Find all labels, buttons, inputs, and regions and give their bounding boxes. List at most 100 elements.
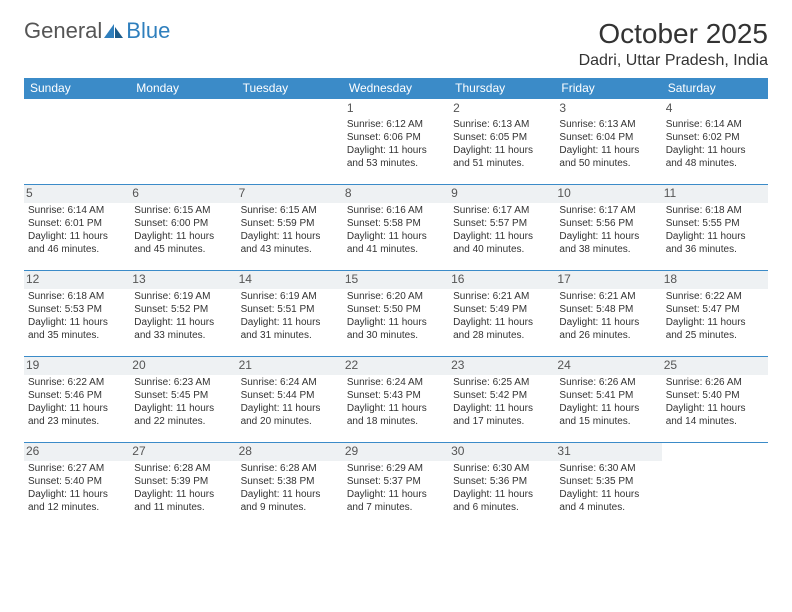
day-number: 31 bbox=[555, 443, 661, 461]
day-number: 27 bbox=[130, 443, 236, 461]
daylight-line: Daylight: 11 hours and 28 minutes. bbox=[453, 316, 551, 342]
sunset-line: Sunset: 5:48 PM bbox=[559, 303, 657, 316]
daylight-line: Daylight: 11 hours and 48 minutes. bbox=[666, 144, 764, 170]
sunrise-line: Sunrise: 6:19 AM bbox=[134, 290, 232, 303]
daylight-line: Daylight: 11 hours and 41 minutes. bbox=[347, 230, 445, 256]
day-number: 17 bbox=[555, 271, 661, 289]
sunrise-line: Sunrise: 6:14 AM bbox=[666, 118, 764, 131]
calendar-day-cell: 2Sunrise: 6:13 AMSunset: 6:05 PMDaylight… bbox=[449, 99, 555, 185]
sunset-line: Sunset: 6:06 PM bbox=[347, 131, 445, 144]
calendar-day-cell: 24Sunrise: 6:26 AMSunset: 5:41 PMDayligh… bbox=[555, 357, 661, 443]
daylight-line: Daylight: 11 hours and 22 minutes. bbox=[134, 402, 232, 428]
weekday-header: Friday bbox=[555, 78, 661, 99]
daylight-line: Daylight: 11 hours and 17 minutes. bbox=[453, 402, 551, 428]
calendar-week-row: 19Sunrise: 6:22 AMSunset: 5:46 PMDayligh… bbox=[24, 357, 768, 443]
daylight-line: Daylight: 11 hours and 30 minutes. bbox=[347, 316, 445, 342]
daylight-line: Daylight: 11 hours and 43 minutes. bbox=[241, 230, 339, 256]
sunset-line: Sunset: 5:41 PM bbox=[559, 389, 657, 402]
calendar-day-cell: 13Sunrise: 6:19 AMSunset: 5:52 PMDayligh… bbox=[130, 271, 236, 357]
calendar-day-cell: 1Sunrise: 6:12 AMSunset: 6:06 PMDaylight… bbox=[343, 99, 449, 185]
calendar-day-cell: 14Sunrise: 6:19 AMSunset: 5:51 PMDayligh… bbox=[237, 271, 343, 357]
title-block: October 2025 Dadri, Uttar Pradesh, India bbox=[579, 18, 768, 70]
day-number: 23 bbox=[449, 357, 555, 375]
logo-text-blue: Blue bbox=[126, 18, 170, 44]
sunset-line: Sunset: 6:01 PM bbox=[28, 217, 126, 230]
calendar-day-cell: 4Sunrise: 6:14 AMSunset: 6:02 PMDaylight… bbox=[662, 99, 768, 185]
calendar-day-cell: 23Sunrise: 6:25 AMSunset: 5:42 PMDayligh… bbox=[449, 357, 555, 443]
day-number: 1 bbox=[347, 101, 445, 117]
sunrise-line: Sunrise: 6:15 AM bbox=[241, 204, 339, 217]
calendar-day-cell: 12Sunrise: 6:18 AMSunset: 5:53 PMDayligh… bbox=[24, 271, 130, 357]
calendar-day-cell: 29Sunrise: 6:29 AMSunset: 5:37 PMDayligh… bbox=[343, 443, 449, 529]
calendar-day-cell: 8Sunrise: 6:16 AMSunset: 5:58 PMDaylight… bbox=[343, 185, 449, 271]
calendar-day-cell: 9Sunrise: 6:17 AMSunset: 5:57 PMDaylight… bbox=[449, 185, 555, 271]
sunset-line: Sunset: 5:59 PM bbox=[241, 217, 339, 230]
sunset-line: Sunset: 6:00 PM bbox=[134, 217, 232, 230]
daylight-line: Daylight: 11 hours and 6 minutes. bbox=[453, 488, 551, 514]
calendar-week-row: 12Sunrise: 6:18 AMSunset: 5:53 PMDayligh… bbox=[24, 271, 768, 357]
sunrise-line: Sunrise: 6:15 AM bbox=[134, 204, 232, 217]
logo: General Blue bbox=[24, 18, 170, 44]
calendar-day-cell: 26Sunrise: 6:27 AMSunset: 5:40 PMDayligh… bbox=[24, 443, 130, 529]
calendar-day-cell: 25Sunrise: 6:26 AMSunset: 5:40 PMDayligh… bbox=[662, 357, 768, 443]
sunset-line: Sunset: 5:44 PM bbox=[241, 389, 339, 402]
sunrise-line: Sunrise: 6:20 AM bbox=[347, 290, 445, 303]
day-number: 15 bbox=[343, 271, 449, 289]
sunrise-line: Sunrise: 6:26 AM bbox=[559, 376, 657, 389]
sunrise-line: Sunrise: 6:17 AM bbox=[559, 204, 657, 217]
day-number: 12 bbox=[24, 271, 130, 289]
daylight-line: Daylight: 11 hours and 40 minutes. bbox=[453, 230, 551, 256]
sunrise-line: Sunrise: 6:26 AM bbox=[666, 376, 764, 389]
sunset-line: Sunset: 5:58 PM bbox=[347, 217, 445, 230]
calendar-day-cell: 18Sunrise: 6:22 AMSunset: 5:47 PMDayligh… bbox=[662, 271, 768, 357]
daylight-line: Daylight: 11 hours and 25 minutes. bbox=[666, 316, 764, 342]
sunrise-line: Sunrise: 6:12 AM bbox=[347, 118, 445, 131]
daylight-line: Daylight: 11 hours and 36 minutes. bbox=[666, 230, 764, 256]
daylight-line: Daylight: 11 hours and 46 minutes. bbox=[28, 230, 126, 256]
sunset-line: Sunset: 5:38 PM bbox=[241, 475, 339, 488]
sunset-line: Sunset: 5:36 PM bbox=[453, 475, 551, 488]
sunrise-line: Sunrise: 6:23 AM bbox=[134, 376, 232, 389]
calendar-day-cell: 5Sunrise: 6:14 AMSunset: 6:01 PMDaylight… bbox=[24, 185, 130, 271]
day-number: 5 bbox=[24, 185, 130, 203]
calendar-day-cell: 16Sunrise: 6:21 AMSunset: 5:49 PMDayligh… bbox=[449, 271, 555, 357]
calendar-day-cell bbox=[130, 99, 236, 185]
sunset-line: Sunset: 5:45 PM bbox=[134, 389, 232, 402]
daylight-line: Daylight: 11 hours and 35 minutes. bbox=[28, 316, 126, 342]
calendar-day-cell: 22Sunrise: 6:24 AMSunset: 5:43 PMDayligh… bbox=[343, 357, 449, 443]
weekday-header: Wednesday bbox=[343, 78, 449, 99]
sunset-line: Sunset: 5:52 PM bbox=[134, 303, 232, 316]
sunrise-line: Sunrise: 6:22 AM bbox=[28, 376, 126, 389]
daylight-line: Daylight: 11 hours and 38 minutes. bbox=[559, 230, 657, 256]
calendar-day-cell bbox=[237, 99, 343, 185]
sunrise-line: Sunrise: 6:17 AM bbox=[453, 204, 551, 217]
logo-text-general: General bbox=[24, 18, 102, 44]
day-number: 20 bbox=[130, 357, 236, 375]
daylight-line: Daylight: 11 hours and 12 minutes. bbox=[28, 488, 126, 514]
daylight-line: Daylight: 11 hours and 50 minutes. bbox=[559, 144, 657, 170]
daylight-line: Daylight: 11 hours and 15 minutes. bbox=[559, 402, 657, 428]
day-number: 28 bbox=[237, 443, 343, 461]
daylight-line: Daylight: 11 hours and 9 minutes. bbox=[241, 488, 339, 514]
sunrise-line: Sunrise: 6:18 AM bbox=[666, 204, 764, 217]
calendar-day-cell: 6Sunrise: 6:15 AMSunset: 6:00 PMDaylight… bbox=[130, 185, 236, 271]
day-number: 29 bbox=[343, 443, 449, 461]
daylight-line: Daylight: 11 hours and 18 minutes. bbox=[347, 402, 445, 428]
sunrise-line: Sunrise: 6:28 AM bbox=[241, 462, 339, 475]
calendar-week-row: 5Sunrise: 6:14 AMSunset: 6:01 PMDaylight… bbox=[24, 185, 768, 271]
sunset-line: Sunset: 5:35 PM bbox=[559, 475, 657, 488]
calendar-day-cell: 21Sunrise: 6:24 AMSunset: 5:44 PMDayligh… bbox=[237, 357, 343, 443]
sunset-line: Sunset: 5:53 PM bbox=[28, 303, 126, 316]
day-number: 21 bbox=[237, 357, 343, 375]
sunrise-line: Sunrise: 6:29 AM bbox=[347, 462, 445, 475]
day-number: 18 bbox=[662, 271, 768, 289]
day-number: 14 bbox=[237, 271, 343, 289]
day-number: 25 bbox=[662, 357, 768, 375]
sunset-line: Sunset: 5:50 PM bbox=[347, 303, 445, 316]
weekday-header: Sunday bbox=[24, 78, 130, 99]
day-number: 9 bbox=[449, 185, 555, 203]
sunrise-line: Sunrise: 6:21 AM bbox=[453, 290, 551, 303]
calendar-day-cell: 31Sunrise: 6:30 AMSunset: 5:35 PMDayligh… bbox=[555, 443, 661, 529]
calendar-week-row: 1Sunrise: 6:12 AMSunset: 6:06 PM Daylight… bbox=[24, 99, 768, 185]
day-number: 10 bbox=[555, 185, 661, 203]
